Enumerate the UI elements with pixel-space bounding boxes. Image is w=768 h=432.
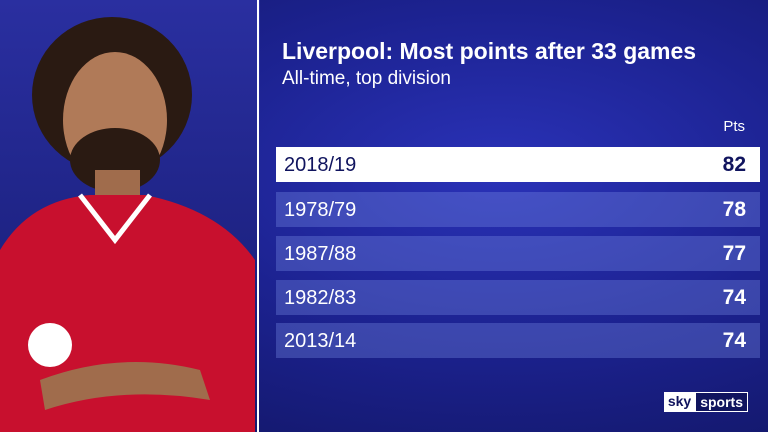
player-photo	[0, 0, 260, 432]
points: 74	[722, 286, 746, 309]
season: 1987/88	[284, 243, 357, 265]
logo-brand: sky	[663, 392, 696, 412]
season: 1982/83	[284, 287, 357, 309]
subtitle: All-time, top division	[282, 68, 451, 89]
table-row: 1978/79 78	[276, 192, 760, 227]
table-row: 1987/88 77	[276, 236, 760, 271]
title: Liverpool: Most points after 33 games	[282, 38, 697, 64]
points: 82	[722, 153, 746, 176]
points: 77	[722, 242, 746, 265]
season: 2013/14	[284, 330, 357, 352]
season: 1978/79	[284, 199, 357, 221]
points: 74	[722, 329, 746, 352]
logo-suffix: sports	[695, 392, 748, 412]
table-row: 2018/19 82	[276, 147, 760, 182]
season: 2018/19	[284, 154, 357, 176]
table-row: 1982/83 74	[276, 280, 760, 315]
divider	[257, 0, 259, 432]
table-row: 2013/14 74	[276, 323, 760, 358]
column-header: Pts	[723, 118, 745, 135]
points: 78	[722, 198, 746, 221]
logo: sky sports	[663, 392, 748, 412]
